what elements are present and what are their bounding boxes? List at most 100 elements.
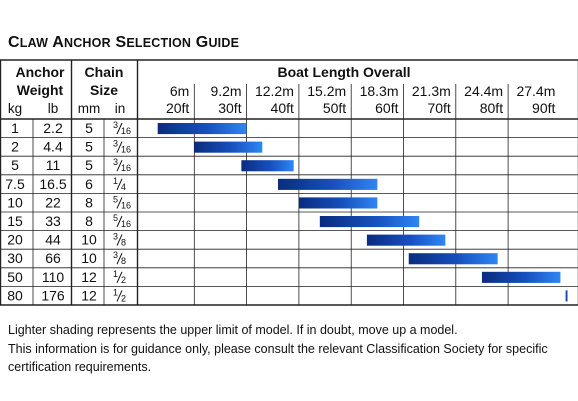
range-bar xyxy=(194,141,263,153)
range-bar xyxy=(319,216,420,228)
title-text: CLAW ANCHOR SELECTION GUIDE xyxy=(8,34,240,51)
chain-mm: 5 xyxy=(85,120,93,136)
fraction-slash xyxy=(116,178,123,191)
length-ft-label: 70ft xyxy=(427,100,450,116)
weight-lb: 33 xyxy=(45,213,61,229)
chain-in-numerator: 5 xyxy=(113,213,118,223)
weight-lb: 44 xyxy=(45,232,61,248)
fraction-slash xyxy=(116,271,123,284)
chain-in-denominator: 8 xyxy=(121,238,126,248)
length-ft-label: 50ft xyxy=(323,100,346,116)
mm-header: mm xyxy=(78,101,101,116)
weight-lb: 16.5 xyxy=(39,176,66,192)
weight-kg: 5 xyxy=(11,157,19,173)
length-m-label: 21.3m xyxy=(412,83,451,99)
fraction-slash xyxy=(116,197,123,209)
note-guidance: This information is for guidance only, p… xyxy=(8,341,548,356)
length-m-label: 24.4m xyxy=(464,83,503,99)
weight-kg: 20 xyxy=(7,232,23,248)
chain-mm: 12 xyxy=(81,287,97,303)
length-m-label: 6m xyxy=(170,83,189,99)
chain-in-denominator: 16 xyxy=(121,163,131,173)
kg-header: kg xyxy=(8,101,22,116)
table-row: 5 11 5 316 xyxy=(11,157,131,173)
range-bar xyxy=(277,178,378,190)
weight-lb: 176 xyxy=(41,287,65,303)
chain-in-numerator: 1 xyxy=(113,287,118,297)
chain-mm: 6 xyxy=(85,176,93,192)
range-bars xyxy=(157,123,568,302)
chain-mm: 10 xyxy=(81,250,97,266)
chain-in-numerator: 3 xyxy=(113,120,118,130)
length-m-label: 18.3m xyxy=(360,83,399,99)
length-ft-label: 60ft xyxy=(375,100,398,116)
weight-kg: 1 xyxy=(11,120,19,136)
range-bar xyxy=(408,253,498,265)
fraction-slash xyxy=(116,215,123,228)
length-ft-label: 40ft xyxy=(271,100,294,116)
chain-in-denominator: 8 xyxy=(121,256,126,266)
chain-in-denominator: 16 xyxy=(121,126,131,136)
range-bar xyxy=(241,160,294,172)
weight-kg: 2 xyxy=(11,139,19,155)
chain-in-numerator: 1 xyxy=(113,269,118,279)
length-m-label: 27.4m xyxy=(516,83,555,99)
chain-in-numerator: 5 xyxy=(113,194,118,204)
fraction-slash xyxy=(116,122,123,135)
length-m-label: 15.2m xyxy=(307,83,346,99)
table-row: 50 110 12 12 xyxy=(7,269,126,285)
table-row: 80 176 12 12 xyxy=(7,287,126,303)
chain-mm: 12 xyxy=(81,269,97,285)
note-shading: Lighter shading represents the upper lim… xyxy=(8,323,458,337)
table-row: 10 22 8 516 xyxy=(7,194,131,210)
chain-mm: 8 xyxy=(85,194,93,210)
table-grid xyxy=(0,59,578,306)
length-ft-label: 30ft xyxy=(218,100,241,116)
chain-in-denominator: 4 xyxy=(121,182,126,192)
size-header: Size xyxy=(90,82,118,98)
weight-kg: 30 xyxy=(7,250,23,266)
anchor-header: Anchor xyxy=(16,64,66,80)
length-m-label: 12.2m xyxy=(255,83,294,99)
notes: Lighter shading represents the upper lim… xyxy=(8,321,573,377)
chain-in-numerator: 3 xyxy=(113,139,118,149)
weight-kg: 80 xyxy=(7,287,23,303)
table-row: 15 33 8 516 xyxy=(7,213,131,229)
fraction-slash xyxy=(116,234,123,246)
fraction-slash xyxy=(116,159,123,172)
chain-mm: 5 xyxy=(85,139,93,155)
weight-lb: 66 xyxy=(45,250,61,266)
chain-in-numerator: 3 xyxy=(113,250,118,260)
table-row: 20 44 10 38 xyxy=(7,232,126,248)
weight-lb: 22 xyxy=(45,194,61,210)
chain-in-denominator: 2 xyxy=(121,275,126,285)
range-bar xyxy=(157,123,247,135)
fraction-slash xyxy=(116,252,123,265)
length-ft-label: 90ft xyxy=(532,100,555,116)
chain-in-denominator: 16 xyxy=(121,145,131,155)
chain-mm: 10 xyxy=(81,232,97,248)
weight-kg: 7.5 xyxy=(5,176,25,192)
length-ft-label: 80ft xyxy=(480,100,503,116)
weight-kg: 15 xyxy=(7,213,23,229)
chain-in-denominator: 16 xyxy=(121,219,131,229)
range-bar xyxy=(298,197,378,209)
range-bar xyxy=(366,234,446,246)
page-title: CLAW ANCHOR SELECTION GUIDE xyxy=(8,34,239,52)
range-bar xyxy=(481,271,561,283)
table-row: 2 4.4 5 316 xyxy=(11,139,131,155)
weight-kg: 50 xyxy=(7,269,23,285)
table-row: 7.5 16.5 6 14 xyxy=(5,176,126,192)
note-certification: certification requirements. xyxy=(8,360,152,374)
range-bar xyxy=(565,290,568,302)
fraction-slash xyxy=(116,290,123,302)
chain-mm: 8 xyxy=(85,213,93,229)
chain-in-numerator: 3 xyxy=(113,157,118,167)
weight-lb: 2.2 xyxy=(43,120,63,136)
weight-kg: 10 xyxy=(7,194,23,210)
lb-header: lb xyxy=(48,101,59,116)
chain-mm: 5 xyxy=(85,157,93,173)
